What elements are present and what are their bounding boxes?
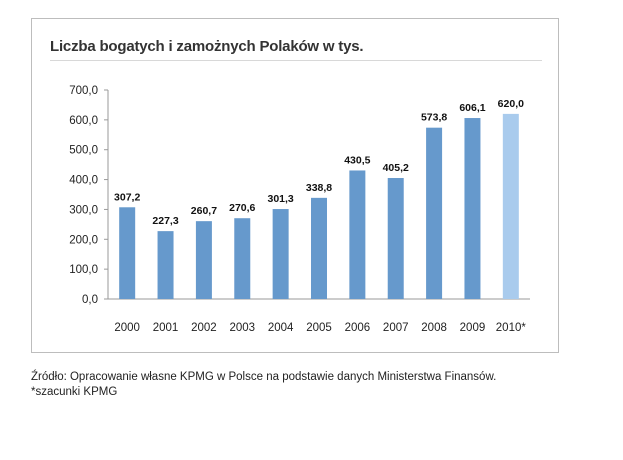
bar-value-label: 606,1 (459, 102, 485, 114)
x-tick-label: 2008 (421, 322, 447, 334)
bar-value-label: 260,7 (191, 205, 217, 217)
bar (387, 178, 404, 299)
chart-footer: Źródło: Opracowanie własne KPMG w Polsce… (31, 370, 496, 400)
x-tick-label: 2009 (460, 322, 486, 334)
title-divider (50, 60, 542, 61)
x-tick-label: 2002 (191, 322, 217, 334)
x-tick-label: 2010* (496, 322, 527, 334)
bar (349, 170, 366, 299)
bar-value-label: 405,2 (383, 162, 409, 174)
x-tick-label: 2001 (153, 322, 179, 334)
source-note: Źródło: Opracowanie własne KPMG w Polsce… (31, 371, 497, 383)
y-tick-label: 100,0 (69, 264, 98, 276)
bar-value-label: 338,8 (306, 182, 332, 194)
x-tick-label: 2006 (345, 322, 371, 334)
y-tick-label: 200,0 (69, 234, 98, 246)
chart-title: Liczba bogatych i zamożnych Polaków w ty… (50, 38, 364, 55)
x-tick-label: 2007 (383, 322, 409, 334)
bar-value-label: 301,3 (267, 193, 293, 205)
bar (119, 207, 136, 299)
y-tick-label: 600,0 (69, 115, 98, 127)
x-tick-label: 2004 (268, 322, 294, 334)
y-tick-label: 0,0 (82, 294, 98, 306)
bar (157, 231, 174, 299)
y-tick-label: 500,0 (69, 145, 98, 157)
bar-value-label: 573,8 (421, 112, 447, 124)
bar (426, 127, 443, 299)
bar (195, 221, 212, 299)
bar-value-label: 307,2 (114, 191, 140, 203)
y-tick-label: 400,0 (69, 175, 98, 187)
x-tick-label: 2005 (306, 322, 332, 334)
bar-value-label: 227,3 (152, 215, 178, 227)
x-tick-label: 2003 (229, 322, 255, 334)
bar (234, 218, 251, 299)
y-tick-label: 700,0 (69, 85, 98, 97)
bar-value-label: 270,6 (229, 202, 255, 214)
bar (464, 118, 481, 299)
y-tick-label: 300,0 (69, 204, 98, 216)
bar (311, 197, 327, 299)
x-tick-label: 2000 (114, 322, 140, 334)
bar-value-label: 430,5 (344, 154, 370, 166)
bar (502, 113, 519, 299)
bar (272, 209, 289, 299)
estimate-note: *szacunki KPMG (31, 386, 118, 398)
bar-value-label: 620,0 (498, 98, 524, 110)
